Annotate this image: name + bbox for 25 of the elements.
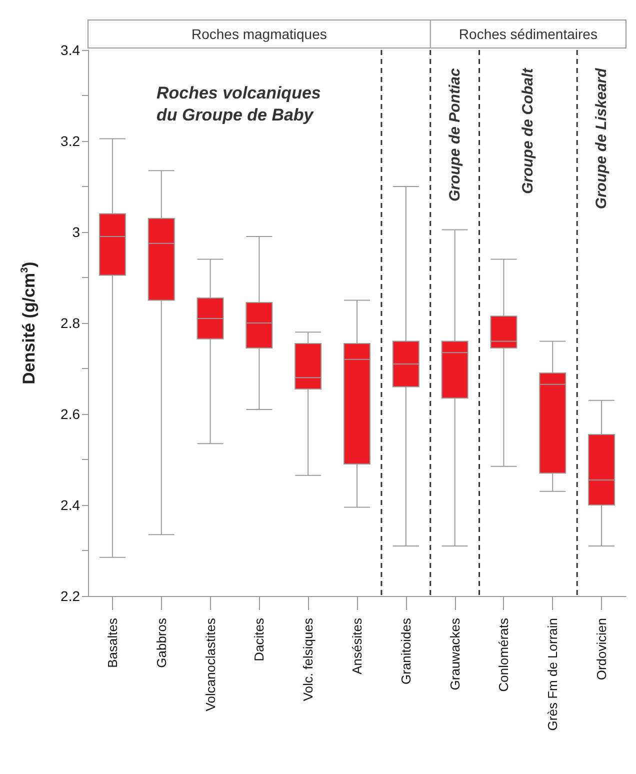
- x-tick-label: Grauwackes: [447, 618, 462, 690]
- y-axis-title: Densité (g/cm3): [20, 262, 38, 384]
- y-tick-label: 2.4: [60, 497, 80, 513]
- annotation: Groupe de Pontiac: [446, 68, 464, 202]
- x-tick-label: Ordovicien: [594, 618, 610, 680]
- text: Roches sédimentaires: [458, 26, 598, 42]
- y-tick-label: 3.4: [60, 42, 80, 58]
- y-tick-label: 3.2: [60, 133, 80, 149]
- x-tick-label: Gabbros: [154, 618, 169, 668]
- annotation: Groupe de Liskeard: [593, 67, 610, 210]
- text: Roches magmatiques: [191, 26, 327, 42]
- x-tick-label: Grès Fm de Lorrain: [545, 618, 560, 731]
- x-tick-label: Basaltes: [104, 618, 120, 668]
- x-tick-label: Volcanoclastites: [202, 618, 218, 712]
- x-tick-label: Granitoides: [398, 618, 414, 684]
- x-tick-label: Ansésites: [350, 618, 364, 674]
- y-tick-label: 2.6: [60, 406, 80, 422]
- x-tick-label: Volc. felsiques: [300, 618, 316, 702]
- x-tick-label: Conlomérats: [496, 618, 512, 692]
- annotation: Roches volcaniques du Groupe de Baby: [156, 83, 321, 124]
- y-tick-label: 2.8: [60, 315, 80, 331]
- annotation: Groupe de Cobalt: [520, 67, 537, 194]
- y-tick-label: 3: [72, 224, 80, 240]
- x-tick-label: Dacites: [252, 618, 267, 662]
- y-tick-label: 2.2: [60, 588, 80, 604]
